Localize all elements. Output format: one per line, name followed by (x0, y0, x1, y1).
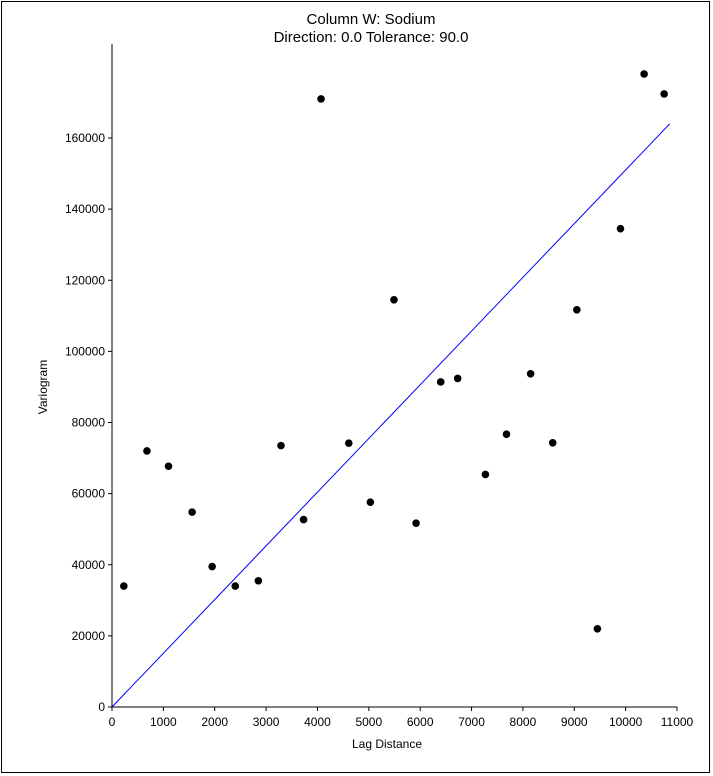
data-point (366, 498, 375, 506)
data-point (481, 470, 490, 479)
x-tick-label: 7000 (458, 715, 485, 729)
x-tick-label: 0 (109, 715, 116, 729)
x-tick-label: 5000 (355, 715, 382, 729)
chart-title: Column W: Sodium (307, 11, 436, 28)
y-tick-label: 20000 (72, 629, 106, 643)
y-tick-label: 60000 (72, 487, 106, 501)
data-point (660, 90, 668, 98)
data-point (277, 441, 285, 450)
y-tick-label: 100000 (65, 344, 105, 358)
x-tick-label: 9000 (561, 715, 588, 729)
data-point (640, 70, 648, 78)
data-point (573, 305, 581, 314)
y-tick-label: 80000 (72, 416, 106, 430)
x-tick-label: 2000 (201, 715, 228, 729)
y-tick-label: 140000 (65, 202, 105, 216)
y-tick-label: 0 (98, 700, 105, 714)
data-point (502, 430, 511, 439)
data-point (317, 95, 325, 103)
data-point (344, 439, 353, 447)
y-ticks: 0 20000 40000 60000 80000 100000 120000 140000 1… (65, 131, 112, 714)
x-tick-label: 4000 (304, 715, 331, 729)
data-point (188, 508, 196, 516)
chart-subtitle: Direction: 0.0 Tolerance: 90.0 (274, 29, 469, 46)
data-point (208, 562, 216, 571)
y-axis-label: Variogram (36, 360, 50, 414)
data-point (593, 624, 602, 633)
x-tick-label: 8000 (510, 715, 537, 729)
data-point (231, 582, 240, 590)
y-tick-label: 160000 (65, 131, 105, 145)
x-tick-label: 10000 (609, 715, 643, 729)
data-point (390, 296, 398, 304)
data-point (299, 515, 308, 524)
data-point (526, 369, 535, 378)
y-tick-label: 40000 (72, 558, 106, 572)
fit-line (111, 123, 671, 708)
fit-line-layer (111, 123, 671, 708)
data-point (436, 378, 445, 386)
x-tick-label: 1000 (150, 715, 177, 729)
data-point (453, 374, 462, 383)
data-point (616, 224, 625, 233)
x-ticks: 0 1000 2000 3000 4000 5000 6000 7000 8000 9000 100… (109, 707, 694, 729)
y-tick-label: 120000 (65, 273, 105, 287)
data-point (548, 438, 557, 447)
x-tick-label: 3000 (253, 715, 280, 729)
x-axis-label: Lag Distance (352, 737, 422, 751)
points-layer (120, 70, 668, 633)
data-point (412, 519, 420, 527)
data-point (254, 576, 263, 585)
x-tick-label: 11000 (661, 715, 694, 729)
x-tick-label: 6000 (407, 715, 434, 729)
data-point (143, 447, 151, 455)
data-point (164, 462, 173, 471)
axes (111, 44, 677, 708)
data-point (120, 582, 128, 590)
